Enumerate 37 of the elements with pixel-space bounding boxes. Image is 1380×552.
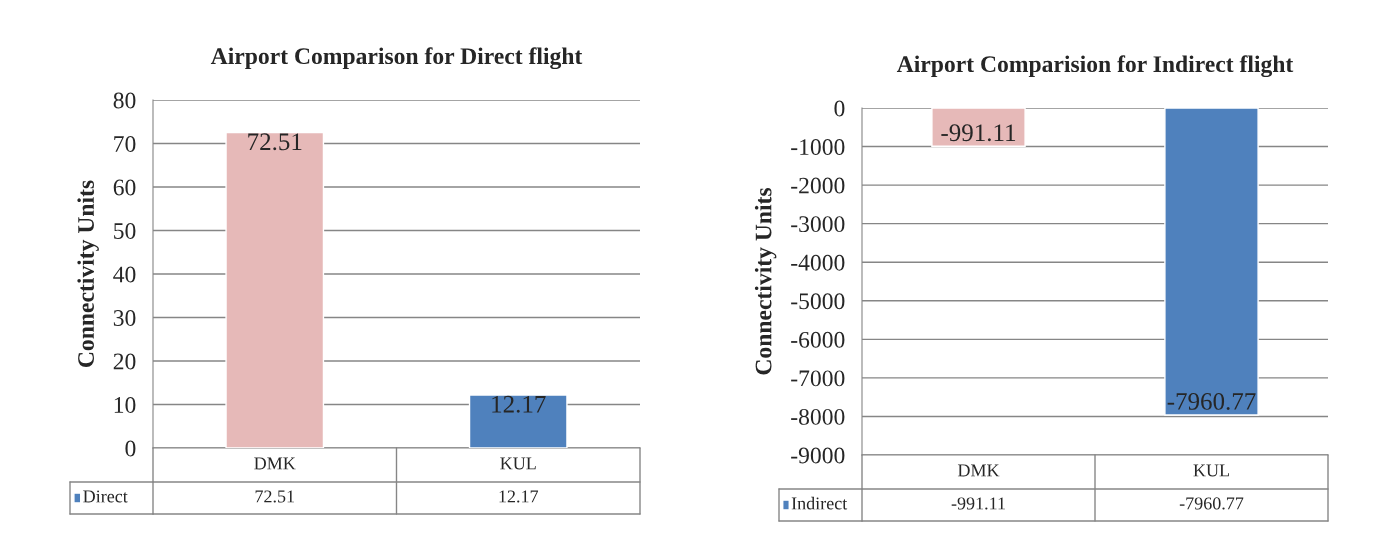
y-tick-label: -3000 bbox=[791, 216, 845, 233]
y-tick-label: -9000 bbox=[791, 447, 845, 464]
x-tick-label: KUL bbox=[500, 457, 536, 470]
y-tick-label: -5000 bbox=[791, 293, 845, 310]
y-axis-title: Connectivity Units bbox=[77, 180, 99, 367]
y-tick-label: 60 bbox=[113, 179, 136, 196]
y-tick-label: 30 bbox=[113, 309, 136, 326]
y-tick-label: 40 bbox=[113, 266, 136, 283]
y-tick-label: -8000 bbox=[791, 408, 845, 425]
text: -7960.77 bbox=[1179, 497, 1244, 510]
y-axis-title: Connectivity Units bbox=[754, 187, 777, 375]
y-tick-label: 50 bbox=[114, 222, 136, 239]
x-tick-label: KUL bbox=[1193, 464, 1229, 477]
text: 72.51 bbox=[255, 490, 294, 503]
legend-label: Indirect bbox=[791, 496, 848, 510]
y-tick-label: -2000 bbox=[791, 177, 845, 194]
y-tick-label: 20 bbox=[113, 353, 136, 370]
y-tick-label: 0 bbox=[834, 100, 845, 117]
y-tick-label: 80 bbox=[113, 92, 136, 109]
y-tick-label: -4000 bbox=[791, 254, 845, 271]
data-label: 72.51 bbox=[248, 133, 302, 151]
legend-label: Direct bbox=[83, 490, 128, 503]
y-tick-label: 70 bbox=[114, 135, 136, 152]
chart-title: Airport Comparison for Direct flight bbox=[210, 47, 583, 70]
y-tick-label: 10 bbox=[114, 396, 136, 413]
x-tick-label: DMK bbox=[254, 457, 296, 470]
y-tick-label: -1000 bbox=[791, 139, 845, 155]
data-label: -991.11 bbox=[941, 124, 1016, 142]
chart-title: Airport Comparision for Indirect flight bbox=[896, 55, 1294, 78]
x-tick-label: DMK bbox=[957, 464, 1000, 477]
y-tick-label: -7000 bbox=[791, 370, 845, 387]
y-tick-label: -6000 bbox=[791, 331, 845, 348]
text: 12.17 bbox=[499, 490, 539, 503]
text: -991.11 bbox=[951, 497, 1005, 510]
data-label: 12.17 bbox=[492, 395, 546, 413]
y-tick-label: 0 bbox=[125, 440, 136, 457]
data-label: -7960.77 bbox=[1167, 392, 1256, 410]
